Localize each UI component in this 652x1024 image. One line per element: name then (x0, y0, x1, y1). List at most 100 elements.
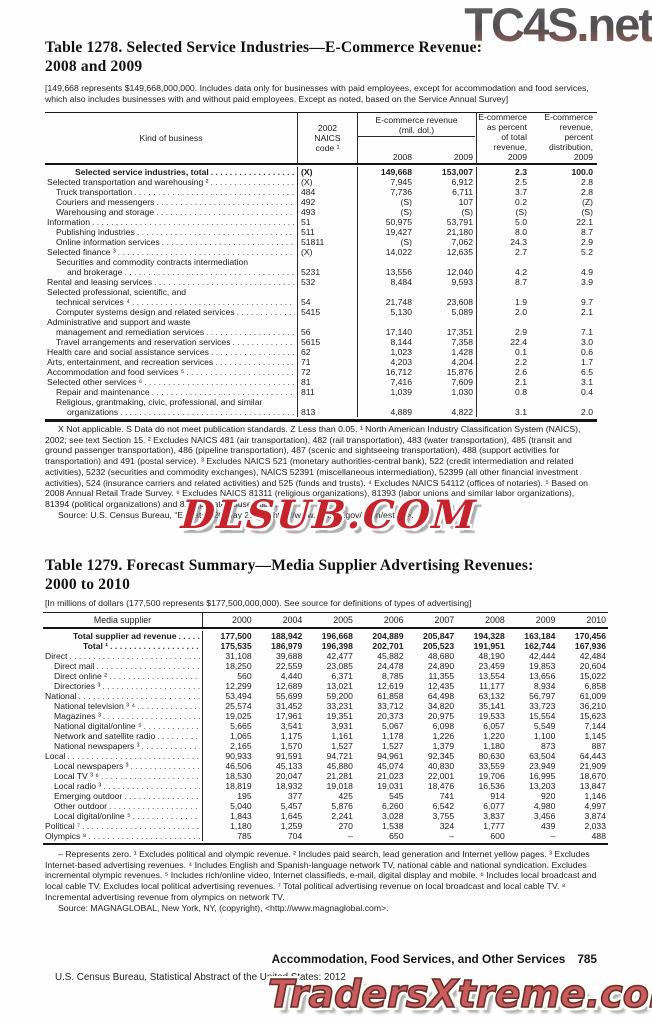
cell-pct-distribution (529, 287, 597, 297)
cell-2005: 3,931 (331, 721, 353, 731)
cell-naics (298, 317, 358, 327)
cell-2008: 1,180 (483, 741, 505, 751)
table-row: Health care and social assistance servic… (45, 347, 597, 357)
row-label: Selected finance ³ . . . . . . . . . . .… (45, 247, 298, 257)
row-label-text: Emerging outdoor (54, 791, 123, 801)
cell-pct-distribution: 3.0 (581, 337, 593, 347)
col-year-2007: 2007 (434, 615, 455, 625)
row-label: National digital/online ⁵ . . . . . . . … (43, 721, 203, 731)
leader-dots: . . . . . . . . . . . . . . . . . . . . … (236, 307, 295, 317)
table1279-footnotes: – Represents zero. ¹ Excludes political … (45, 849, 605, 913)
cell-2009: 63,504 (529, 751, 556, 761)
row-label-text: Selected transportation and warehousing … (47, 177, 209, 187)
row-label: Olympics ⁸ . . . . . . . . . . . . . . .… (43, 831, 203, 841)
table-row: National . . . . . . . . . . . . . . . .… (43, 691, 608, 701)
cell-pct-of-revenue: 2.1 (515, 377, 527, 387)
cell-pct-of-revenue: 2.6 (515, 367, 527, 377)
cell-2008: 8,144 (390, 337, 412, 347)
cell-2009: 5,089 (416, 307, 477, 317)
cell-pct-of-revenue: 22.4 (510, 337, 527, 347)
leader-dots: . . . . . . . . . . . . . . . . . . . . … (157, 731, 200, 741)
leader-dots: . . . . . . . . . . . . . . . . . . . . … (96, 661, 200, 671)
col-year-2005: 2005 (333, 615, 353, 625)
row-label-text: Computer systems design and related serv… (56, 307, 235, 317)
cell-2004: 31,452 (275, 701, 303, 711)
cell-naics (298, 397, 358, 407)
table-row: Warehousing and storage . . . . . . . . … (45, 207, 597, 217)
cell-pct-of-revenue: 2.2 (515, 357, 527, 367)
table-row: Computer systems design and related serv… (45, 307, 597, 317)
cell-2010: 20,604 (579, 661, 606, 671)
cell-naics: 72 (298, 367, 358, 377)
cell-2008: 63,132 (478, 691, 505, 701)
watermark-tradersxtreme: TradersXtreme.com (267, 971, 652, 1017)
table1278-footnotes: X Not applicable. S Data do not meet pub… (45, 424, 597, 520)
cell-2009: 1,428 (416, 347, 477, 357)
cell-pct-of-revenue: 0.8 (515, 387, 527, 397)
cell-2007: 11,355 (428, 671, 455, 681)
row-label-text: Travel arrangements and reservation serv… (56, 337, 231, 347)
cell-2009: 9,593 (416, 277, 477, 287)
cell-naics: 492 (298, 197, 358, 207)
cell-pct-of-revenue: 3.7 (515, 187, 527, 197)
cell-pct-of-revenue: 0.1 (515, 347, 527, 357)
cell-2008: 1,777 (483, 821, 505, 831)
cell-2000: 1,180 (230, 821, 252, 831)
cell-pct-distribution: 6.5 (581, 367, 593, 377)
cell-2008: 21,748 (385, 297, 412, 307)
cell-2006: 1,527 (381, 741, 404, 751)
cell-2009: 920 (541, 791, 556, 801)
table-row: Total supplier ad revenue . . . . . . . … (43, 631, 608, 641)
row-label: Local . . . . . . . . . . . . . . . . . … (43, 751, 203, 761)
col-naics-code: 2002 NAICS code ¹ (298, 113, 358, 163)
table-1278: Kind of business 2002 NAICS code ¹ E-com… (45, 112, 597, 422)
row-label-text: Accommodation and food services ⁵ (47, 367, 185, 377)
cell-2009: 4,204 (416, 357, 477, 367)
cell-2009: 17,351 (416, 327, 477, 337)
cell-naics: 532 (298, 277, 358, 287)
table-row: Direct . . . . . . . . . . . . . . . . .… (43, 651, 608, 661)
cell-2009: 13,203 (529, 781, 556, 791)
leader-dots: . . . . . . . . . . . . . . . . . . . . … (82, 821, 200, 831)
col-pct-distribution: E-commerce revenue, percent distribution… (544, 112, 593, 162)
cell-2006: 33,712 (377, 701, 404, 711)
row-label: Direct . . . . . . . . . . . . . . . . .… (43, 651, 203, 661)
row-label: Administrative and support and waste (45, 317, 298, 327)
cell-2008 (358, 287, 416, 297)
cell-pct-distribution: (S) (581, 207, 593, 217)
cell-2009: 107 (416, 197, 477, 207)
row-label-text: Arts, entertainment, and recreation serv… (47, 357, 214, 367)
cell-2009: 56,797 (529, 691, 556, 701)
table-row: Directories ³ . . . . . . . . . . . . . … (43, 681, 608, 691)
row-label: Other outdoor . . . . . . . . . . . . . … (43, 801, 203, 811)
table-row: National newspapers ³ . . . . . . . . . … (43, 741, 608, 751)
table-row: Information . . . . . . . . . . . . . . … (45, 217, 597, 227)
cell-2008: 1,039 (390, 387, 412, 397)
cell-2010: 36,210 (579, 701, 606, 711)
cell-pct-distribution: 3.9 (581, 277, 593, 287)
col-kind-of-business: Kind of business (45, 113, 298, 163)
row-label-text: organizations (67, 407, 119, 417)
cell-2004: 5,457 (280, 801, 303, 811)
cell-2004: 20,047 (275, 771, 303, 781)
cell-pct-of-revenue: 8.0 (515, 227, 527, 237)
cell-2009: 4,980 (533, 801, 556, 811)
cell-2007: 1,379 (432, 741, 455, 751)
cell-2009: 8,934 (533, 681, 556, 691)
table-row: Local radio ³ . . . . . . . . . . . . . … (43, 781, 608, 791)
row-label: Truck transportation . . . . . . . . . .… (45, 187, 298, 197)
cell-pct-of-revenue (477, 317, 529, 327)
cell-2008: 23,459 (478, 661, 505, 671)
leader-dots: . . . . . . . . . . . . . . . . . . . . … (131, 297, 295, 307)
row-label-text: technical services ⁴ (56, 297, 130, 307)
col-year-2009: 2009 (535, 615, 556, 625)
cell-pct-distribution: 22.1 (576, 217, 593, 227)
leader-dots: . . . . . . . . . . . . . . . . . . . . … (67, 751, 200, 761)
table-row: Network and satellite radio . . . . . . … (43, 731, 608, 741)
cell-2007: 205,523 (423, 641, 455, 651)
cell-2007: 48,680 (427, 651, 455, 661)
cell-2008: 17,140 (385, 327, 412, 337)
row-label: organizations . . . . . . . . . . . . . … (45, 407, 298, 417)
cell-2005: 1,527 (331, 741, 353, 751)
cell-2000: 177,500 (220, 631, 252, 641)
